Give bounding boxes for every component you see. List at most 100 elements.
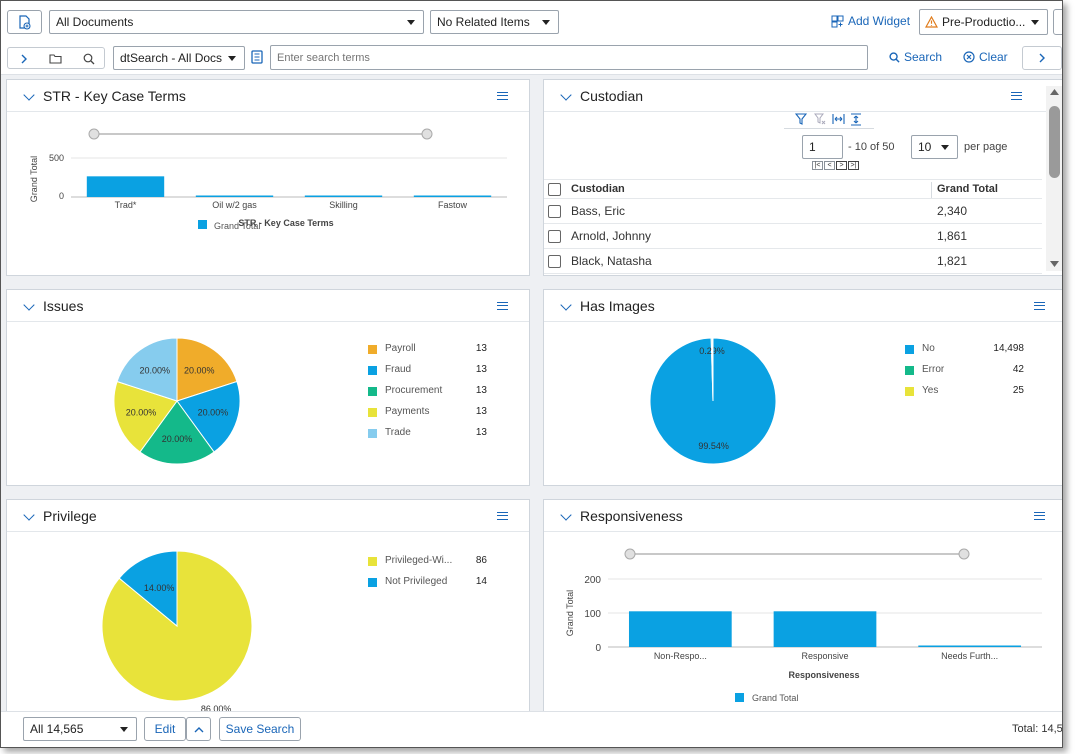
pie-slice[interactable] (139, 400, 215, 465)
legend-label[interactable]: Fraud (385, 364, 412, 375)
result-set-value: All 14,565 (30, 722, 84, 736)
table-row[interactable]: Bass, Eric 2,340 (544, 199, 1042, 224)
legend-label[interactable]: Not Privileged (385, 576, 448, 587)
document-list-select[interactable]: All Documents (49, 10, 424, 34)
responsiveness-range-slider[interactable] (624, 548, 970, 560)
per-page-select[interactable]: 10 (911, 135, 958, 159)
collapse-chevron-icon[interactable] (23, 509, 35, 521)
clear-filter-icon[interactable] (814, 113, 826, 125)
str-bar-chart: Trad* Oil w/2 gas Skilling Fastow 500 0 Gra… (29, 128, 507, 231)
previous-page-icon[interactable]: < (824, 161, 835, 170)
edit-button[interactable]: Edit (144, 717, 186, 741)
legend-swatch (368, 345, 377, 354)
first-page-icon[interactable]: |< (812, 161, 823, 170)
legend-value: 13 (475, 406, 487, 417)
clear-button[interactable]: Clear (963, 50, 1008, 64)
table-row[interactable]: Arnold, Johnny 1,861 (544, 224, 1042, 249)
search-index-select[interactable]: dtSearch - All Docs (113, 46, 245, 70)
range-handle-left[interactable] (624, 548, 636, 560)
collapse-chevron-icon[interactable] (560, 299, 572, 311)
search-input[interactable] (270, 45, 868, 70)
legend-value: 86 (475, 555, 487, 566)
widget-menu-icon[interactable] (1011, 92, 1022, 100)
pie-slice[interactable] (113, 380, 178, 453)
pie-slice[interactable] (176, 337, 238, 402)
bar[interactable] (918, 645, 1022, 648)
column-header-custodian[interactable]: Custodian (571, 183, 625, 195)
legend-label[interactable]: Error (922, 364, 945, 375)
widget-header: STR - Key Case Terms (7, 80, 529, 112)
legend-label[interactable]: Privileged-Wi... (385, 555, 453, 566)
scroll-up-icon[interactable] (1049, 88, 1060, 96)
widget-menu-icon[interactable] (1034, 512, 1045, 520)
pie-slice[interactable] (176, 380, 241, 453)
bar[interactable] (195, 195, 274, 198)
vertical-scrollbar[interactable] (1046, 86, 1062, 271)
collapse-chevron-icon[interactable] (560, 509, 572, 521)
bar[interactable] (413, 195, 492, 198)
page-number-input[interactable]: 1 (802, 135, 843, 159)
filter-icon[interactable] (795, 113, 807, 125)
str-xlabel: STR - Key Case Terms (238, 218, 333, 228)
search-button[interactable]: Search (889, 50, 942, 64)
select-all-checkbox[interactable] (548, 183, 561, 196)
environment-select[interactable]: Pre-Productio... (919, 9, 1048, 35)
legend-swatch (905, 387, 914, 396)
custodian-name: Arnold, Johnny (571, 229, 652, 243)
add-widget-button[interactable]: Add Widget (831, 14, 910, 28)
fit-width-icon[interactable] (832, 113, 845, 125)
range-handle-left[interactable] (88, 128, 100, 140)
widget-privilege: Privilege 86.00% 14.00% Privileged-Wi... 8… (6, 499, 530, 714)
dashboard-window: All Documents No Related Items Add Widge… (0, 0, 1063, 748)
fit-height-icon[interactable] (850, 113, 862, 126)
widget-menu-icon[interactable] (497, 92, 508, 100)
legend-label[interactable]: Trade (385, 427, 411, 438)
expand-up-button[interactable] (186, 717, 211, 741)
save-search-button[interactable]: Save Search (219, 717, 301, 741)
collapse-chevron-icon[interactable] (23, 89, 35, 101)
resp-legend-label[interactable]: Grand Total (752, 693, 798, 703)
x-tick-label: Non-Respo... (654, 651, 707, 661)
search-panel-next-button[interactable] (1022, 46, 1062, 70)
last-page-icon[interactable]: >| (848, 161, 859, 170)
collapse-chevron-icon[interactable] (560, 89, 572, 101)
scroll-down-icon[interactable] (1049, 260, 1060, 268)
legend-label[interactable]: Payments (385, 406, 430, 417)
bar[interactable] (628, 611, 732, 647)
str-legend-label[interactable]: Grand Total (214, 221, 260, 231)
widget-menu-icon[interactable] (497, 302, 508, 310)
column-header-grand-total[interactable]: Grand Total (937, 183, 998, 195)
dictionary-icon[interactable] (251, 50, 263, 64)
scrollbar-thumb[interactable] (1049, 106, 1060, 178)
legend-label[interactable]: Payroll (385, 343, 416, 354)
range-handle-right[interactable] (958, 548, 970, 560)
legend-label[interactable]: No (922, 343, 935, 354)
widget-menu-icon[interactable] (1034, 302, 1045, 310)
pie-slice[interactable] (116, 337, 178, 402)
toolbar-overflow-button[interactable] (1053, 9, 1062, 35)
row-checkbox[interactable] (548, 255, 561, 268)
bar[interactable] (86, 176, 165, 197)
legend-swatch (905, 366, 914, 375)
result-set-select[interactable]: All 14,565 (23, 717, 137, 741)
widget-header: Custodian (544, 80, 1062, 112)
collapse-chevron-icon[interactable] (23, 299, 35, 311)
expand-sidebar-button[interactable] (7, 47, 105, 69)
next-page-icon[interactable]: > (836, 161, 847, 170)
range-handle-right[interactable] (421, 128, 433, 140)
legend-label[interactable]: Yes (922, 385, 939, 396)
pie-slice[interactable] (118, 550, 178, 628)
related-items-select[interactable]: No Related Items (430, 10, 559, 34)
legend-value: 13 (475, 343, 487, 354)
chevron-down-icon (1031, 20, 1039, 25)
new-document-button[interactable] (7, 10, 42, 34)
bar[interactable] (773, 611, 877, 647)
str-range-slider[interactable] (88, 128, 433, 140)
legend-label[interactable]: Procurement (385, 385, 443, 396)
pie-slice[interactable] (711, 337, 714, 402)
widget-menu-icon[interactable] (497, 512, 508, 520)
table-row[interactable]: Black, Natasha 1,821 (544, 249, 1042, 274)
row-checkbox[interactable] (548, 230, 561, 243)
bar[interactable] (304, 195, 383, 198)
row-checkbox[interactable] (548, 205, 561, 218)
